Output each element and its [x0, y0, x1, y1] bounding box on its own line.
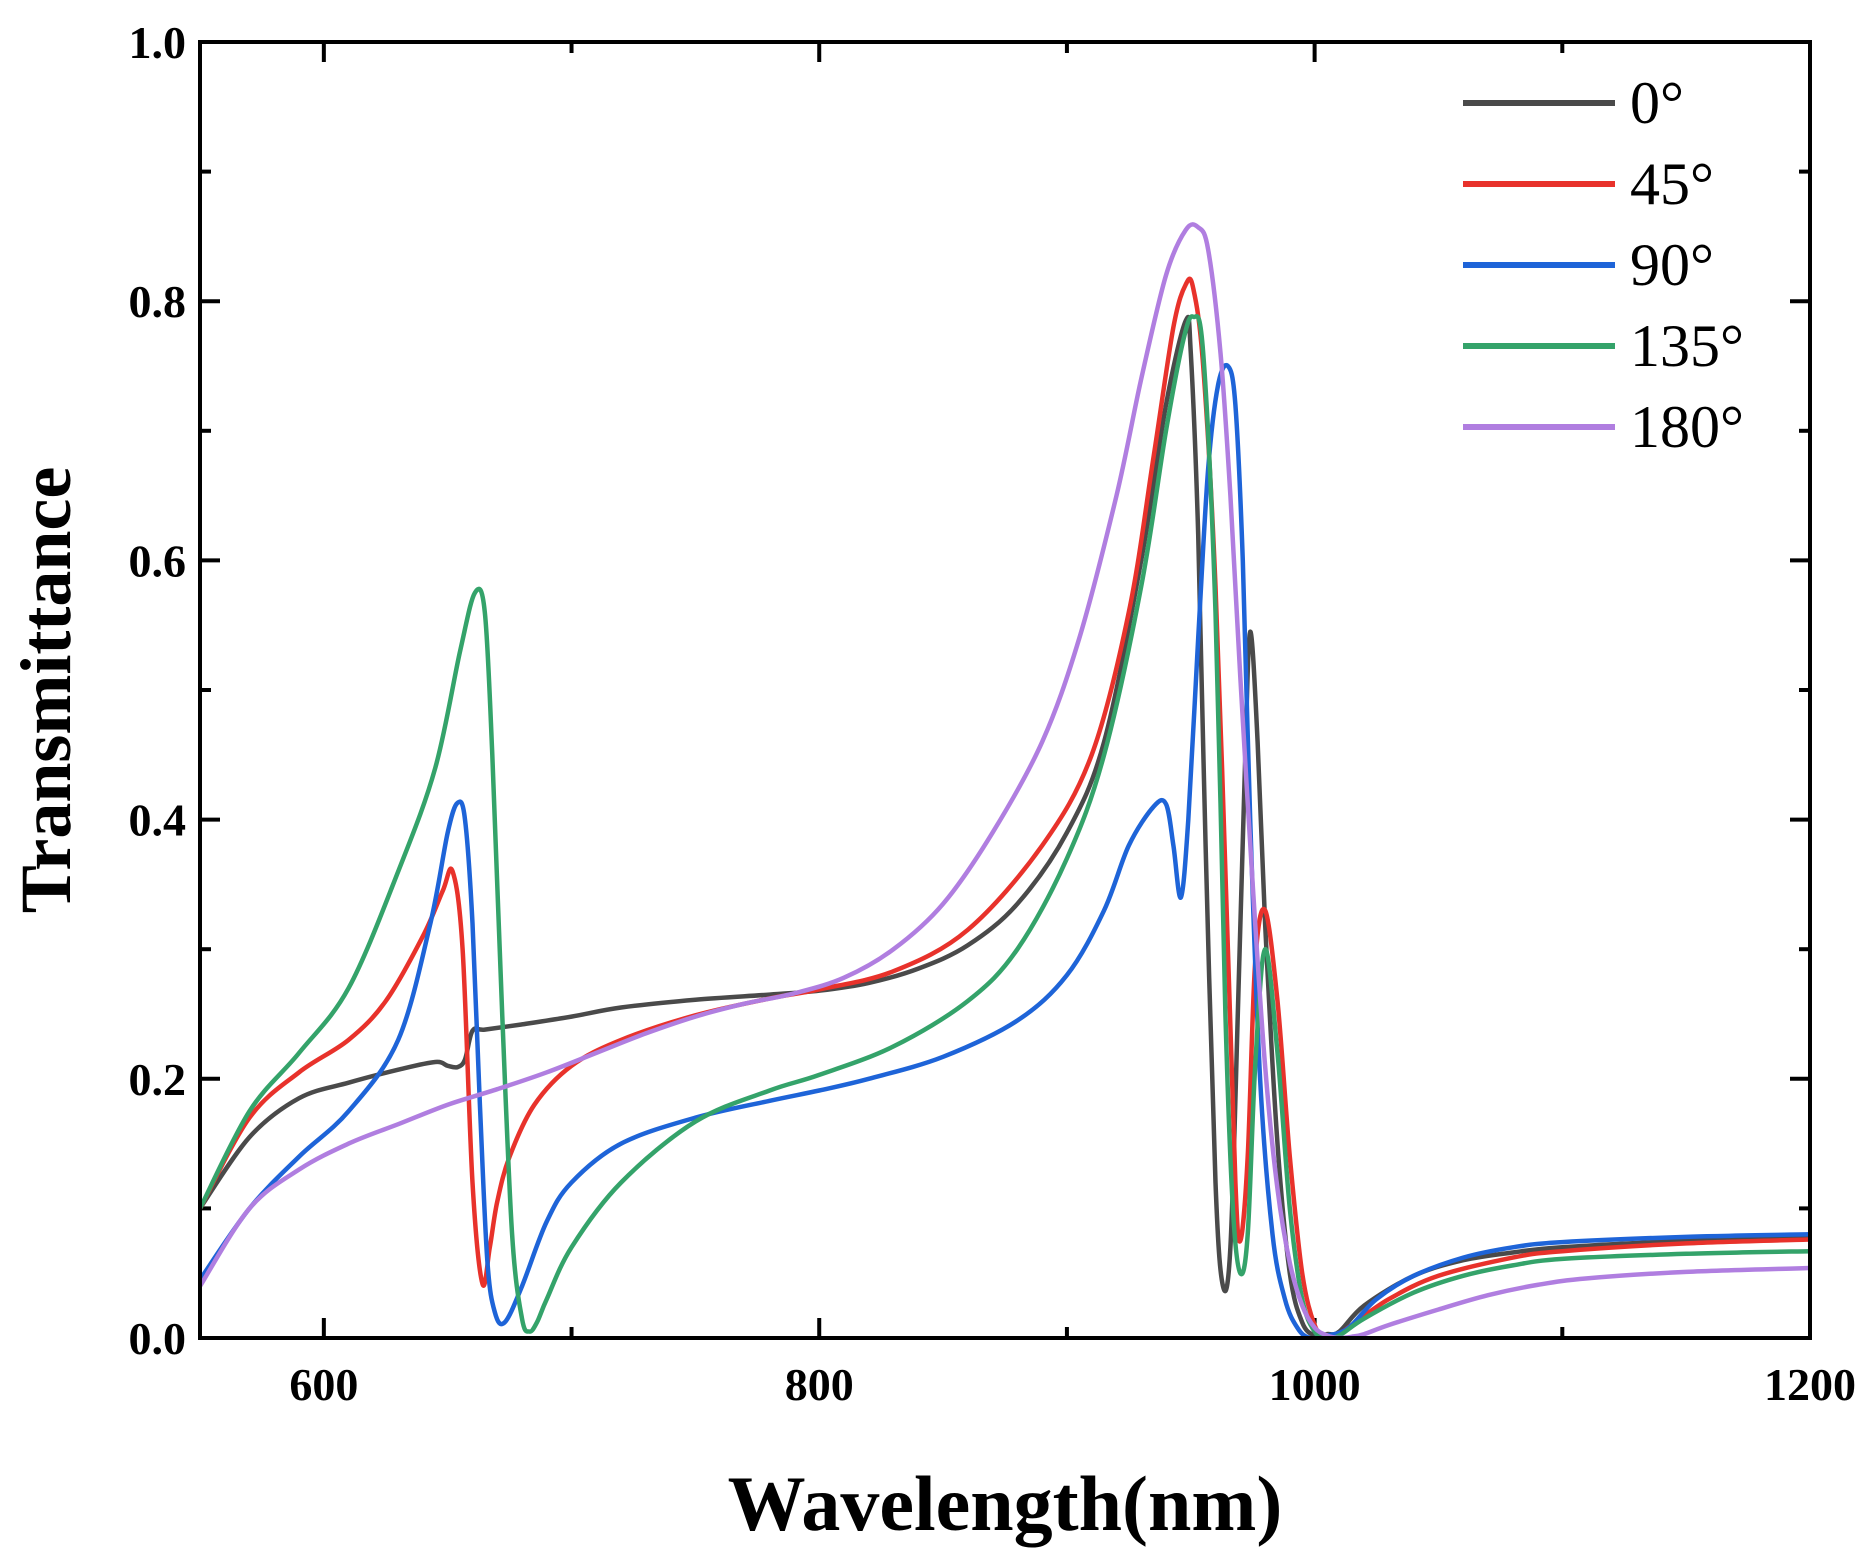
series-lines: [200, 222, 1810, 1338]
y-tick-label: 0.0: [129, 1313, 187, 1364]
y-tick-labels: 0.0 0.2 0.4 0.6 0.8 1.0: [129, 17, 187, 1364]
x-tick-label: 1200: [1764, 1359, 1856, 1410]
legend-label: 0°: [1630, 70, 1684, 136]
series-line-3: [200, 313, 1810, 1338]
legend-label: 180°: [1630, 394, 1744, 460]
series-line-0: [200, 314, 1810, 1338]
x-tick-label: 600: [289, 1359, 358, 1410]
legend-label: 90°: [1630, 232, 1714, 298]
x-tick-labels: 600 800 1000 1200: [289, 1359, 1856, 1410]
y-axis-title: Transmittance: [6, 467, 86, 914]
x-tick-label: 800: [785, 1359, 854, 1410]
x-axis-title: Wavelength(nm): [728, 1460, 1283, 1547]
legend-label: 45°: [1630, 151, 1714, 217]
plot-frame: [198, 40, 1812, 1340]
x-tick-label: 1000: [1269, 1359, 1361, 1410]
y-tick-label: 0.4: [129, 795, 187, 846]
y-tick-label: 0.2: [129, 1054, 187, 1105]
series-line-4: [200, 222, 1810, 1338]
legend-label: 135°: [1630, 313, 1744, 379]
axis-ticks: [200, 40, 1812, 1340]
legend: 0° 45° 90° 135° 180°: [1463, 70, 1744, 460]
y-tick-label: 0.8: [129, 276, 187, 327]
y-tick-label: 0.6: [129, 535, 187, 586]
series-line-2: [200, 362, 1810, 1338]
y-tick-label: 1.0: [129, 17, 187, 68]
